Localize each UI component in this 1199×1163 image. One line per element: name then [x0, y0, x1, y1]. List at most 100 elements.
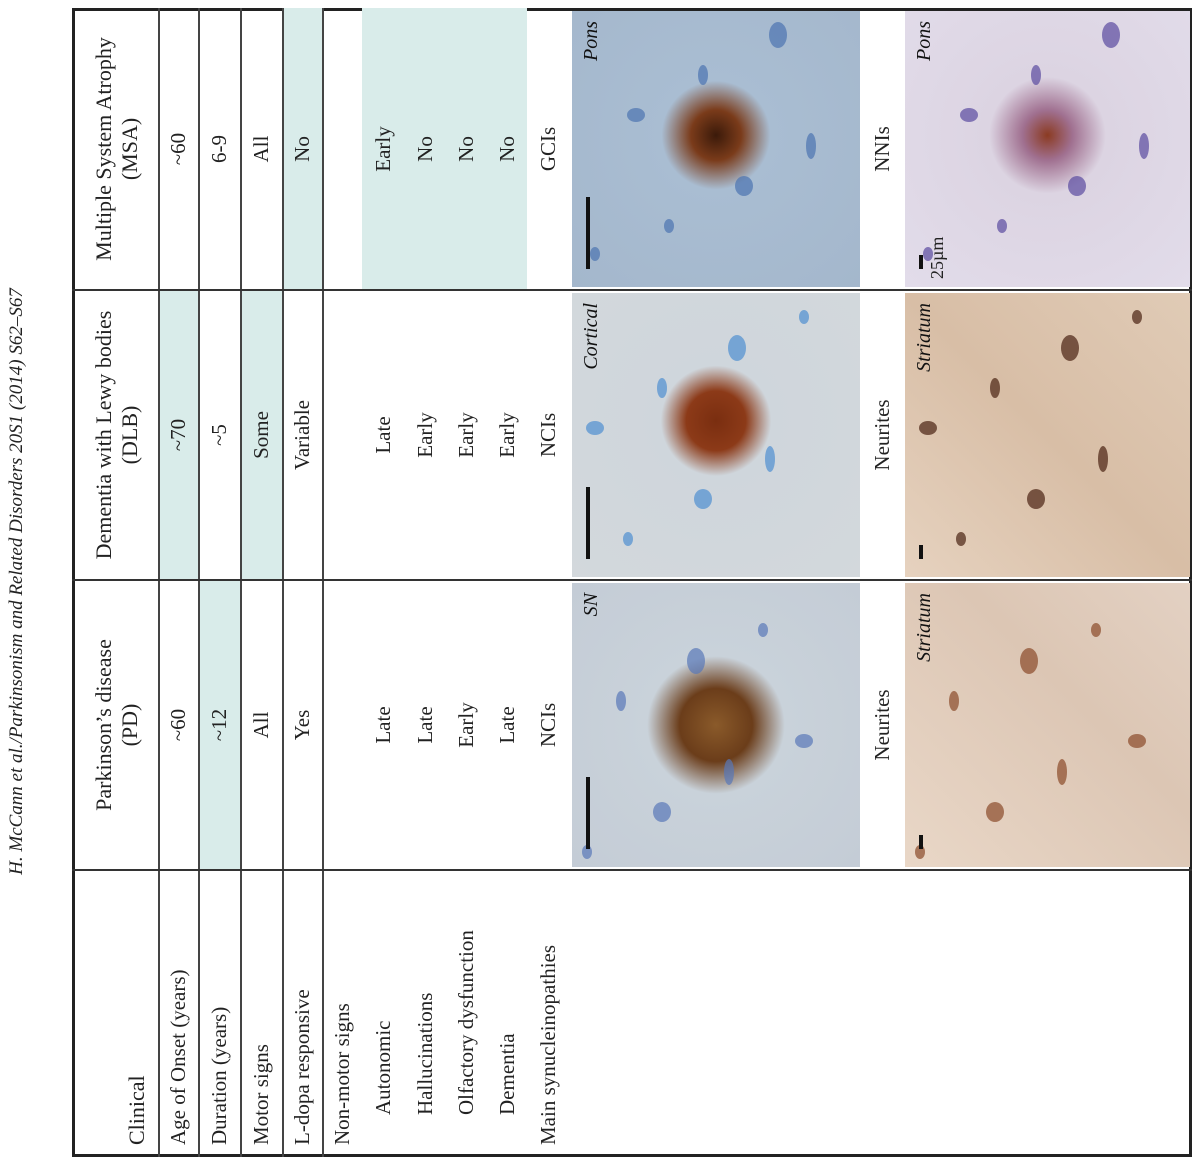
cell-nucleus	[1031, 65, 1041, 85]
region-label: Striatum	[913, 593, 935, 662]
cell-value: Late	[494, 706, 519, 744]
cell-nucleus	[949, 691, 959, 711]
region-label: SN	[580, 593, 602, 617]
cell-nucleus	[990, 378, 1000, 398]
row-label: L-dopa responsive	[289, 989, 314, 1145]
cell-nucleus	[1102, 22, 1120, 48]
cell-value: No	[453, 136, 478, 162]
cell-nucleus	[1061, 335, 1079, 361]
column-name: Multiple System Atrophy	[90, 37, 116, 261]
cell-nucleus	[698, 65, 708, 85]
row-label: Hallucinations	[412, 992, 437, 1115]
cell-nucleus	[1132, 310, 1142, 324]
cell-nucleus	[956, 532, 966, 546]
column-abbr: (PD)	[116, 703, 142, 747]
row-label: Non-motor signs	[329, 1003, 354, 1145]
cell-value: Neurites	[870, 399, 894, 471]
region-label: Striatum	[913, 303, 935, 372]
cell-nucleus	[1020, 648, 1038, 674]
cell-value: Late	[371, 416, 395, 454]
scale-bar	[586, 197, 590, 269]
cell-value: Early	[453, 702, 478, 748]
region-label: Pons	[913, 21, 935, 61]
cell-nucleus	[724, 759, 734, 785]
row-label: Autonomic	[371, 1020, 395, 1116]
cell-nucleus	[687, 648, 705, 674]
cell-value: ~12	[206, 708, 231, 742]
running-header: H. McCann et al./Parkinsonism and Relate…	[6, 288, 27, 875]
cell-value: 6-9	[206, 135, 231, 163]
scale-label: 25µm	[927, 236, 947, 279]
stain-image	[905, 583, 1190, 867]
cell-nucleus	[799, 310, 809, 324]
column-line	[72, 579, 1192, 581]
scale-bar	[919, 255, 923, 269]
cell-value: Yes	[289, 709, 314, 741]
cell-value: Early	[453, 412, 478, 458]
column-name: Parkinson’s disease	[90, 639, 116, 811]
cell-value: ~70	[165, 418, 190, 452]
row-line	[198, 8, 200, 1157]
row-label: Dementia	[494, 1033, 519, 1115]
row-label: Duration (years)	[206, 1006, 231, 1145]
cell-nucleus	[1057, 759, 1067, 785]
scale-bar	[586, 777, 590, 849]
cell-value: Some	[248, 411, 273, 459]
cell-value: NCIs	[536, 702, 560, 748]
stain-image	[572, 11, 860, 287]
cell-nucleus	[960, 108, 978, 122]
cell-value: Early	[371, 126, 395, 172]
row-label: Main synucleinopathies	[536, 944, 560, 1145]
cell-value: No	[289, 136, 314, 162]
row-line	[158, 8, 160, 1157]
cell-value: All	[248, 135, 273, 163]
stain-image	[572, 293, 860, 577]
cell-nucleus	[623, 532, 633, 546]
scale-bar	[919, 545, 923, 559]
cell-nucleus	[795, 734, 813, 748]
row-line	[322, 8, 324, 1157]
cell-value: Early	[494, 412, 519, 458]
cell-nucleus	[590, 247, 600, 261]
column-header: Dementia with Lewy bodies (DLB)	[75, 290, 158, 580]
cell-value: Variable	[289, 400, 314, 470]
row-line	[240, 8, 242, 1157]
cell-value: Neurites	[870, 689, 894, 761]
cell-nucleus	[1098, 446, 1108, 472]
column-header: Clinical	[75, 870, 158, 1157]
cell-value: ~60	[165, 708, 190, 742]
scale-bar	[919, 835, 923, 849]
cell-nucleus	[653, 802, 671, 822]
region-label: Cortical	[580, 303, 602, 370]
column-header: Parkinson’s disease (PD)	[75, 580, 158, 870]
column-abbr: (MSA)	[116, 117, 142, 181]
cell-nucleus	[997, 219, 1007, 233]
cell-value: ~5	[206, 424, 231, 446]
cell-nucleus	[694, 489, 712, 509]
cell-nucleus	[919, 421, 937, 435]
cell-nucleus	[769, 22, 787, 48]
scale-bar	[586, 487, 590, 559]
cell-nucleus	[627, 108, 645, 122]
cell-nucleus	[758, 623, 768, 637]
column-abbr: (DLB)	[116, 405, 142, 465]
cell-value: No	[494, 136, 519, 162]
cell-value: Late	[371, 706, 395, 744]
cell-nucleus	[657, 378, 667, 398]
cell-value: NNIs	[870, 126, 894, 172]
row-line	[282, 8, 284, 1157]
column-line	[72, 289, 1192, 291]
cell-value: Early	[412, 412, 437, 458]
row-label: Olfactory dysfunction	[453, 930, 478, 1115]
cell-value: All	[248, 711, 273, 739]
cell-nucleus	[806, 133, 816, 159]
cell-nucleus	[1068, 176, 1086, 196]
cell-nucleus	[735, 176, 753, 196]
cell-nucleus	[986, 802, 1004, 822]
cell-value: Late	[412, 706, 437, 744]
cell-nucleus	[1128, 734, 1146, 748]
cell-nucleus	[1091, 623, 1101, 637]
column-header: Multiple System Atrophy (MSA)	[75, 8, 158, 290]
